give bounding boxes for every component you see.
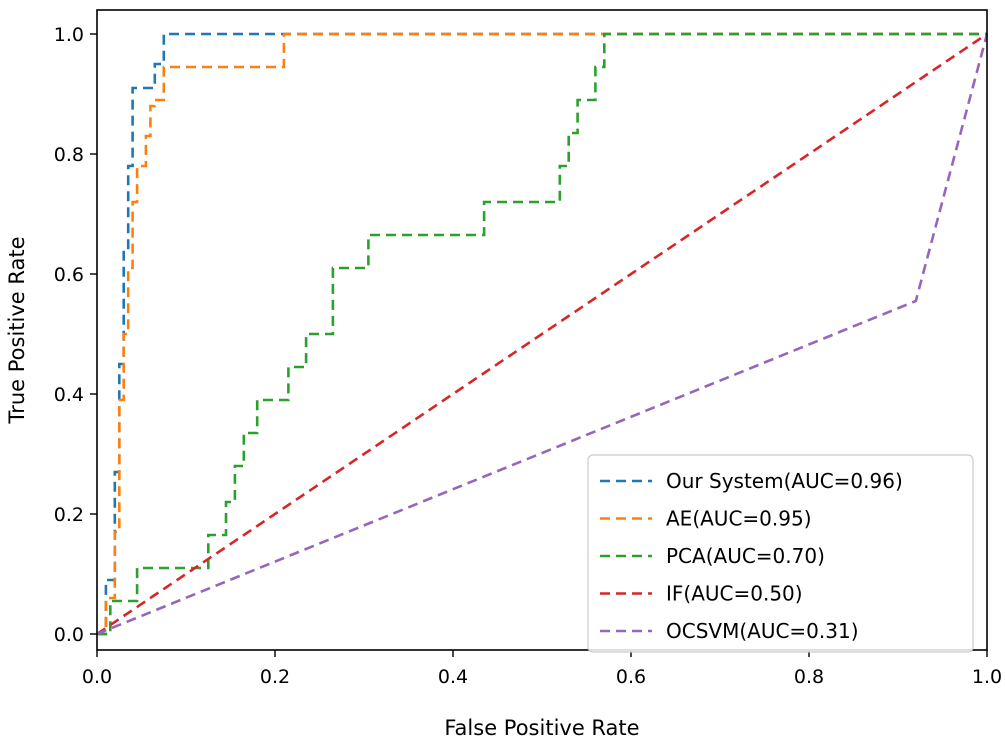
series-line-2: [97, 32, 987, 636]
legend-label: IF(AUC=0.50): [666, 582, 803, 606]
x-tick-label: 0.8: [794, 666, 824, 688]
y-tick-label: 0.8: [54, 144, 84, 166]
series-line-1: [97, 32, 987, 636]
y-axis: 0.0 0.2 0.4 0.6 0.8 1.0: [54, 24, 97, 646]
legend-label: AE(AUC=0.95): [666, 507, 812, 531]
roc-curves: [96, 32, 989, 636]
x-axis-label: False Positive Rate: [444, 716, 639, 740]
legend-box: [587, 454, 974, 653]
x-tick-label: 0.6: [616, 666, 646, 688]
y-tick-label: 0.2: [54, 504, 84, 526]
y-axis-label: True Positive Rate: [5, 236, 29, 424]
plot-frame: [96, 9, 988, 651]
series-line-4: [96, 33, 989, 636]
x-tick-label: 0.2: [260, 666, 290, 688]
y-tick-label: 0.0: [54, 624, 84, 646]
legend-label: PCA(AUC=0.70): [666, 544, 825, 568]
x-tick-label: 0.0: [82, 666, 112, 688]
x-axis: 0.0 0.2 0.4 0.6 0.8 1.0: [82, 650, 1002, 688]
y-tick-label: 0.4: [54, 384, 84, 406]
legend-label: OCSVM(AUC=0.31): [666, 619, 859, 643]
y-tick-label: 1.0: [54, 24, 84, 46]
x-tick-label: 0.4: [438, 666, 468, 688]
x-tick-label: 1.0: [972, 666, 1002, 688]
y-tick-label: 0.6: [54, 264, 84, 286]
legend: Our System(AUC=0.96) AE(AUC=0.95) PCA(AUC=…: [587, 454, 974, 653]
legend-label: Our System(AUC=0.96): [666, 469, 903, 493]
series-line-3: [96, 32, 988, 636]
